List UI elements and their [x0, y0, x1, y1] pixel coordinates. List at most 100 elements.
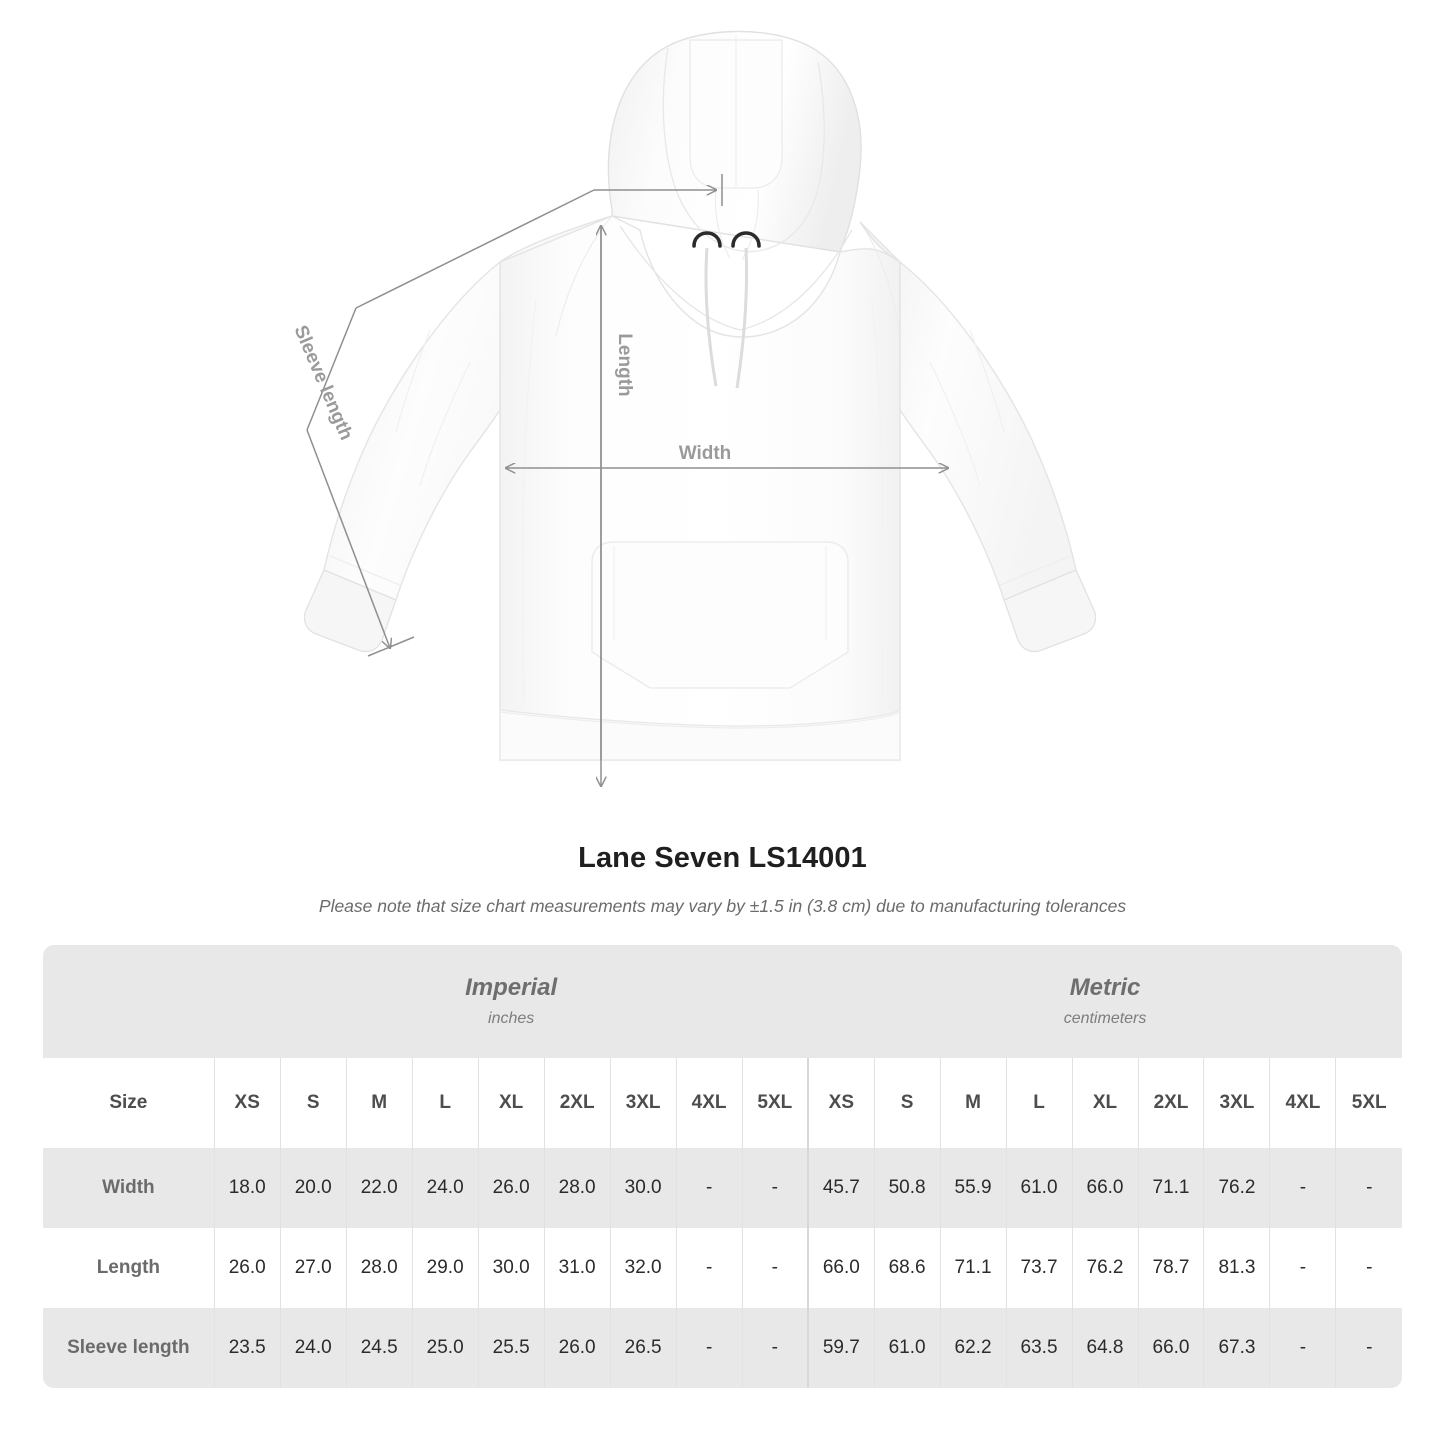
cell-sleeve-length-metric-3xl: 67.3	[1203, 1308, 1270, 1388]
size-chart-table: Imperial inches Metric centimeters Size XS S M L…	[43, 945, 1402, 1388]
cell-width-imperial-xl: 26.0	[477, 1148, 545, 1228]
sleeve-length-label: Sleeve length	[289, 322, 356, 443]
cell-length-imperial-2xl: 31.0	[543, 1228, 611, 1308]
size-header-imperial-3xl: 3XL	[609, 1058, 677, 1148]
cell-sleeve-length-imperial-xs: 23.5	[213, 1308, 281, 1388]
cell-length-imperial-xl: 30.0	[477, 1228, 545, 1308]
unit-name: Metric	[1069, 974, 1141, 1001]
size-header-metric-l: L	[1005, 1058, 1073, 1148]
cell-sleeve-length-imperial-3xl: 26.5	[609, 1308, 677, 1388]
cell-length-metric-xs: 66.0	[807, 1228, 875, 1308]
row-label-length: Length	[43, 1228, 215, 1308]
cell-width-metric-xl: 66.0	[1071, 1148, 1138, 1228]
cell-width-metric-5xl: -	[1335, 1148, 1402, 1228]
cell-sleeve-length-metric-4xl: -	[1269, 1308, 1336, 1388]
cell-width-imperial-s: 20.0	[279, 1148, 347, 1228]
cell-length-imperial-s: 27.0	[279, 1228, 347, 1308]
cell-sleeve-length-imperial-l: 25.0	[411, 1308, 479, 1388]
unit-subtitle: inches	[488, 1010, 535, 1028]
cell-width-metric-2xl: 71.1	[1137, 1148, 1204, 1228]
size-header-imperial-xs: XS	[213, 1058, 281, 1148]
row-label-sleeve-length: Sleeve length	[43, 1308, 215, 1388]
cell-length-metric-4xl: -	[1269, 1228, 1336, 1308]
cell-sleeve-length-metric-m: 62.2	[939, 1308, 1007, 1388]
hoodie-graphic	[303, 30, 1097, 761]
cell-sleeve-length-metric-xs: 59.7	[807, 1308, 875, 1388]
cell-length-imperial-4xl: -	[675, 1228, 743, 1308]
measurement-disclaimer: Please note that size chart measurements…	[318, 896, 1127, 917]
cell-length-imperial-xs: 26.0	[213, 1228, 281, 1308]
width-annotation: Width	[506, 443, 948, 468]
cell-length-metric-s: 68.6	[873, 1228, 941, 1308]
cell-length-metric-m: 71.1	[939, 1228, 1007, 1308]
cell-width-imperial-xs: 18.0	[213, 1148, 281, 1228]
unit-name: Imperial	[465, 974, 558, 1001]
cell-length-imperial-l: 29.0	[411, 1228, 479, 1308]
size-header-imperial-l: L	[411, 1058, 479, 1148]
unit-header-metric: Metric centimeters	[808, 945, 1402, 1058]
cell-width-metric-m: 55.9	[939, 1148, 1007, 1228]
cell-width-imperial-3xl: 30.0	[609, 1148, 677, 1228]
cell-width-metric-3xl: 76.2	[1203, 1148, 1270, 1228]
length-label: Length	[614, 333, 635, 396]
cell-width-imperial-4xl: -	[675, 1148, 743, 1228]
size-header-metric-5xl: 5XL	[1335, 1058, 1402, 1148]
cell-width-metric-xs: 45.7	[807, 1148, 875, 1228]
length-annotation: Length	[601, 226, 635, 786]
cell-length-metric-2xl: 78.7	[1137, 1228, 1204, 1308]
size-header-imperial-m: M	[345, 1058, 413, 1148]
size-column-header: Size	[43, 1058, 215, 1148]
size-header-row: Size XS S M L XL 2XL 3XL 4XL 5XL XS S M L XL 2XL 3XL 4XL 5…	[43, 1058, 1402, 1148]
unit-subtitle: centimeters	[1063, 1010, 1147, 1028]
hoodie-illustration: Sleeve length Length Width	[289, 30, 1097, 830]
cell-width-metric-4xl: -	[1269, 1148, 1336, 1228]
cell-length-metric-3xl: 81.3	[1203, 1228, 1270, 1308]
cell-sleeve-length-imperial-2xl: 26.0	[543, 1308, 611, 1388]
size-header-imperial-4xl: 4XL	[675, 1058, 743, 1148]
unit-row-spacer	[43, 945, 215, 1058]
size-header-imperial-5xl: 5XL	[741, 1058, 809, 1148]
size-header-metric-s: S	[873, 1058, 941, 1148]
cell-width-metric-l: 61.0	[1005, 1148, 1073, 1228]
size-header-imperial-xl: XL	[477, 1058, 545, 1148]
cell-width-metric-s: 50.8	[873, 1148, 941, 1228]
cell-width-imperial-5xl: -	[741, 1148, 809, 1228]
cell-sleeve-length-imperial-4xl: -	[675, 1308, 743, 1388]
size-header-metric-4xl: 4XL	[1269, 1058, 1336, 1148]
cell-length-metric-l: 73.7	[1005, 1228, 1073, 1308]
cell-width-imperial-l: 24.0	[411, 1148, 479, 1228]
width-label: Width	[679, 443, 732, 464]
size-header-metric-2xl: 2XL	[1137, 1058, 1204, 1148]
table-row: Sleeve length 23.5 24.0 24.5 25.0 25.5 26.0 26.…	[43, 1308, 1402, 1388]
size-header-metric-3xl: 3XL	[1203, 1058, 1270, 1148]
row-label-width: Width	[43, 1148, 215, 1228]
cell-length-imperial-3xl: 32.0	[609, 1228, 677, 1308]
size-chart-table-wrapper: Imperial inches Metric centimeters Size XS S M L…	[43, 945, 1402, 1388]
table-row: Width 18.0 20.0 22.0 24.0 26.0 28.0 30.0- -45.7 5…	[43, 1148, 1402, 1228]
cell-width-imperial-2xl: 28.0	[543, 1148, 611, 1228]
cell-sleeve-length-metric-5xl: -	[1335, 1308, 1402, 1388]
cell-sleeve-length-metric-s: 61.0	[873, 1308, 941, 1388]
unit-header-imperial: Imperial inches	[214, 945, 809, 1058]
cell-length-metric-5xl: -	[1335, 1228, 1402, 1308]
cell-sleeve-length-metric-2xl: 66.0	[1137, 1308, 1204, 1388]
cell-length-metric-xl: 76.2	[1071, 1228, 1138, 1308]
cell-sleeve-length-imperial-m: 24.5	[345, 1308, 413, 1388]
size-header-metric-xl: XL	[1071, 1058, 1138, 1148]
cell-length-imperial-m: 28.0	[345, 1228, 413, 1308]
size-header-metric-m: M	[939, 1058, 1007, 1148]
cell-length-imperial-5xl: -	[741, 1228, 809, 1308]
drawstring-grommets	[692, 231, 761, 248]
unit-header-row: Imperial inches Metric centimeters	[43, 945, 1402, 1058]
size-header-metric-xs: XS	[807, 1058, 875, 1148]
size-header-imperial-s: S	[279, 1058, 347, 1148]
cell-width-imperial-m: 22.0	[345, 1148, 413, 1228]
cell-sleeve-length-metric-l: 63.5	[1005, 1308, 1073, 1388]
cell-sleeve-length-imperial-5xl: -	[741, 1308, 809, 1388]
cell-sleeve-length-metric-xl: 64.8	[1071, 1308, 1138, 1388]
cell-sleeve-length-imperial-xl: 25.5	[477, 1308, 545, 1388]
title-block: Lane Seven LS14001 Please note that size…	[0, 840, 1445, 918]
page-title: Lane Seven LS14001	[578, 842, 867, 874]
table-row: Length 26.0 27.0 28.0 29.0 30.0 31.0 32.0- -66.0…	[43, 1228, 1402, 1308]
